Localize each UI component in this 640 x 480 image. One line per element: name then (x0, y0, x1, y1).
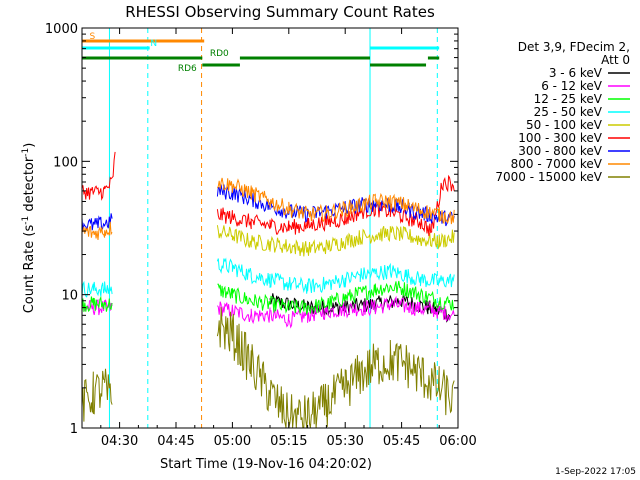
x-tick-label: 04:45 (157, 434, 194, 449)
series-line-8 (81, 307, 455, 429)
x-tick-label: 05:15 (270, 434, 307, 449)
y-tick-label: 1000 (45, 22, 78, 37)
series-line-4 (216, 225, 455, 257)
flag-label-s: S (90, 32, 96, 42)
legend-label: 100 - 300 keV (518, 131, 602, 145)
legend-label: 50 - 100 keV (526, 118, 603, 132)
x-tick-label: 05:45 (383, 434, 420, 449)
footer-date: 1-Sep-2022 17:05 (555, 467, 636, 477)
x-tick-label: 06:00 (439, 434, 476, 449)
legend-label: 800 - 7000 keV (511, 157, 603, 171)
y-tick-label: 10 (61, 289, 78, 304)
y-label-sup1: -1 (21, 216, 31, 225)
series-line-6 (81, 184, 455, 232)
y-label-sup2: -1 (21, 148, 31, 157)
series-line-7 (81, 177, 455, 241)
legend-header-1: Det 3,9, FDecim 2, (518, 40, 630, 54)
legend-header-2: Att 0 (601, 53, 630, 67)
y-tick-label: 1 (70, 422, 78, 437)
y-axis: 1 10 100 1000 (45, 22, 458, 437)
series-line-3 (81, 257, 455, 298)
x-tick-label: 05:30 (326, 434, 363, 449)
legend-label: 6 - 12 keV (541, 79, 603, 93)
x-tick-label: 04:30 (101, 434, 138, 449)
y-tick-label: 100 (53, 155, 78, 170)
legend-label: 300 - 800 keV (518, 144, 602, 158)
y-label-part2: detector (22, 156, 37, 216)
y-label-part1: Count Rate (s (22, 225, 37, 314)
x-axis-label: Start Time (19-Nov-16 04:20:02) (160, 457, 372, 472)
flag-label-rd0: RD0 (210, 49, 229, 59)
y-label-part3: ) (22, 143, 37, 148)
plot-area: S N RD0 RD6 (81, 28, 455, 429)
flag-label-rd6: RD6 (178, 64, 197, 74)
y-axis-label: Count Rate (s-1 detector-1) (21, 143, 37, 314)
series-line-2 (81, 280, 455, 315)
x-axis: 04:30 04:45 05:00 05:15 05:30 05:45 06:00 (81, 28, 477, 449)
legend-label: 7000 - 15000 keV (495, 170, 602, 184)
legend-label: 3 - 6 keV (549, 66, 603, 80)
x-tick-label: 05:00 (214, 434, 251, 449)
chart-title: RHESSI Observing Summary Count Rates (125, 3, 435, 21)
legend-label: 12 - 25 keV (534, 92, 603, 106)
series-line-5 (81, 151, 455, 237)
flag-label-n: N (150, 39, 157, 49)
legend-label: 25 - 50 keV (534, 105, 603, 119)
